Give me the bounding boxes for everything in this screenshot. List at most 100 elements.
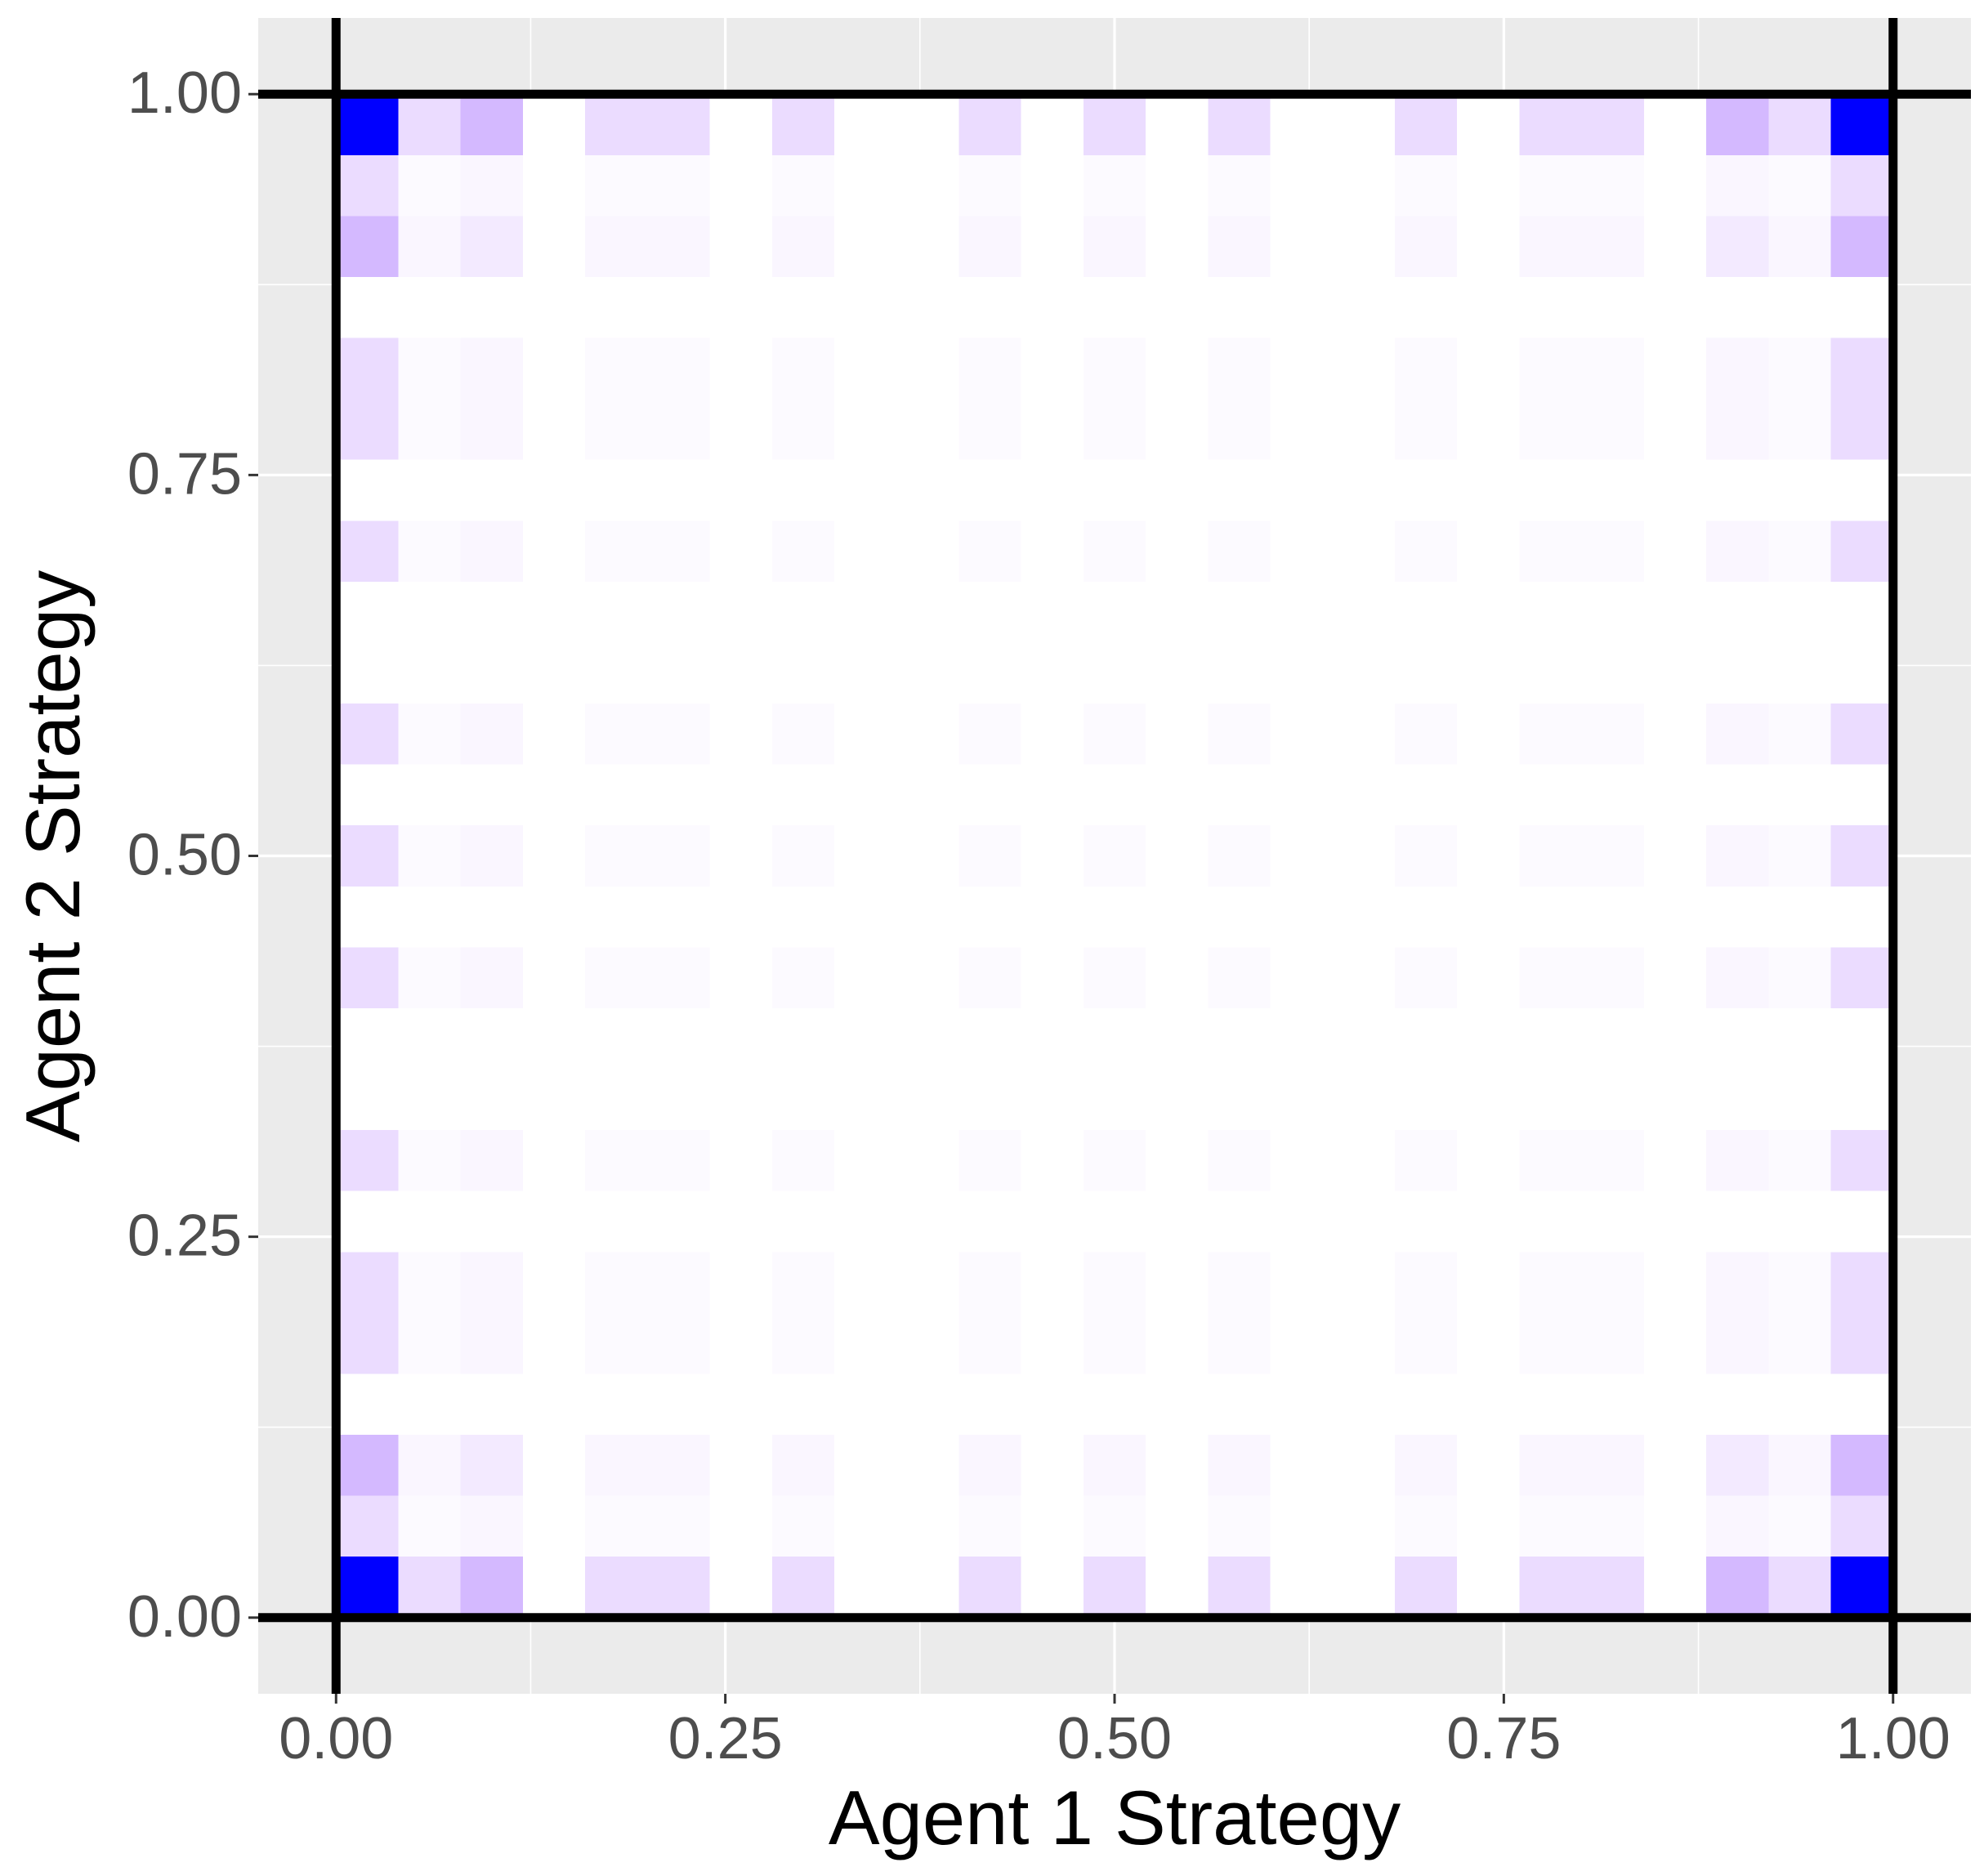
heatmap-cell <box>336 764 399 826</box>
heatmap-cell <box>1581 581 1644 643</box>
heatmap-cell <box>709 459 772 521</box>
heatmap-cell <box>1768 1435 1831 1496</box>
heatmap-cell <box>1394 337 1458 400</box>
heatmap-cell <box>1146 337 1209 400</box>
heatmap-cell <box>336 1374 399 1436</box>
heatmap-cell <box>585 764 648 826</box>
heatmap-cell <box>1768 1557 1831 1618</box>
heatmap-cell <box>1768 94 1831 155</box>
heatmap-cell <box>1394 886 1458 948</box>
heatmap-cell <box>336 1007 399 1070</box>
heatmap-cell <box>1768 642 1831 704</box>
heatmap-cell <box>1643 1007 1707 1070</box>
heatmap-cell <box>398 1007 461 1070</box>
heatmap-cell <box>1208 459 1271 521</box>
heatmap-cell <box>1021 520 1084 582</box>
heatmap-cell <box>1457 154 1520 217</box>
heatmap-cell <box>336 704 399 765</box>
heatmap-cell <box>1706 1007 1769 1070</box>
heatmap-cell <box>1394 276 1458 338</box>
heatmap-cell <box>398 1374 461 1436</box>
heatmap-cell <box>1581 1435 1644 1496</box>
heatmap-cell <box>1394 520 1458 582</box>
heatmap-cell <box>647 1557 710 1618</box>
heatmap-cell <box>1394 764 1458 826</box>
heatmap-cell <box>585 1190 648 1253</box>
heatmap-cell <box>1394 459 1458 521</box>
heatmap-cell <box>1457 1557 1520 1618</box>
heatmap-cell <box>771 764 835 826</box>
heatmap-cell <box>1706 581 1769 643</box>
heatmap-cell <box>771 1007 835 1070</box>
heatmap-cell <box>1643 94 1707 155</box>
heatmap-cell <box>896 1130 959 1191</box>
heatmap-cell <box>771 1557 835 1618</box>
heatmap-cell <box>1332 642 1395 704</box>
heatmap-cell <box>1083 1495 1146 1557</box>
heatmap-cell <box>585 581 648 643</box>
heatmap-cell <box>1643 399 1707 460</box>
heatmap-cell <box>647 399 710 460</box>
heatmap-cell <box>1083 1374 1146 1436</box>
heatmap-cell <box>896 1069 959 1131</box>
heatmap-cell <box>958 886 1021 948</box>
heatmap-cell <box>522 1312 586 1374</box>
heatmap-cell <box>771 642 835 704</box>
heatmap-cell <box>1083 1130 1146 1191</box>
heatmap-cell <box>896 1252 959 1313</box>
heatmap-cell <box>1394 1252 1458 1313</box>
heatmap-cell <box>771 1435 835 1496</box>
heatmap-cell <box>1270 520 1333 582</box>
heatmap-cell <box>460 1069 523 1131</box>
heatmap-cell <box>1457 704 1520 765</box>
heatmap-cell <box>1643 886 1707 948</box>
heatmap-cell <box>771 399 835 460</box>
heatmap-cell <box>1146 1435 1209 1496</box>
heatmap-cell <box>647 276 710 338</box>
heatmap-cell <box>1830 459 1893 521</box>
heatmap-cell <box>1021 1190 1084 1253</box>
heatmap-cell <box>398 764 461 826</box>
heatmap-cell <box>336 459 399 521</box>
heatmap-cell <box>1457 1495 1520 1557</box>
heatmap-cell <box>1208 764 1271 826</box>
heatmap-cell <box>1457 1069 1520 1131</box>
heatmap-cell <box>1208 1252 1271 1313</box>
heatmap-cell <box>1581 886 1644 948</box>
heatmap-cell <box>1643 1130 1707 1191</box>
heatmap-cell <box>1643 1069 1707 1131</box>
heatmap-cell <box>1394 947 1458 1008</box>
heatmap-cell <box>460 642 523 704</box>
heatmap-cell <box>1394 1130 1458 1191</box>
heatmap-cell <box>1208 276 1271 338</box>
heatmap-cell <box>647 1252 710 1313</box>
heatmap-cell <box>1394 94 1458 155</box>
heatmap-cell <box>1146 642 1209 704</box>
heatmap-cell <box>896 704 959 765</box>
heatmap-cell <box>1083 764 1146 826</box>
heatmap-cell <box>1270 1374 1333 1436</box>
heatmap-cell <box>1706 1069 1769 1131</box>
heatmap-cell <box>1146 825 1209 887</box>
heatmap-cell <box>709 642 772 704</box>
heatmap-cell <box>896 581 959 643</box>
heatmap-cell <box>398 581 461 643</box>
heatmap-cell <box>1830 1007 1893 1070</box>
heatmap-cell <box>834 94 897 155</box>
heatmap-cell <box>585 1130 648 1191</box>
heatmap-cell <box>771 1495 835 1557</box>
heatmap-cell <box>1270 276 1333 338</box>
heatmap-cell <box>1394 399 1458 460</box>
heatmap-cell <box>1519 337 1582 400</box>
heatmap-cell <box>1768 764 1831 826</box>
heatmap-cell <box>585 1374 648 1436</box>
heatmap-cell <box>709 947 772 1008</box>
heatmap-cell <box>834 399 897 460</box>
heatmap-cell <box>1270 216 1333 277</box>
heatmap-cell <box>1706 520 1769 582</box>
heatmap-cell <box>1581 154 1644 217</box>
heatmap-cell <box>896 520 959 582</box>
heatmap-cell <box>834 1312 897 1374</box>
heatmap-cell <box>1083 886 1146 948</box>
heatmap-cell <box>1519 154 1582 217</box>
